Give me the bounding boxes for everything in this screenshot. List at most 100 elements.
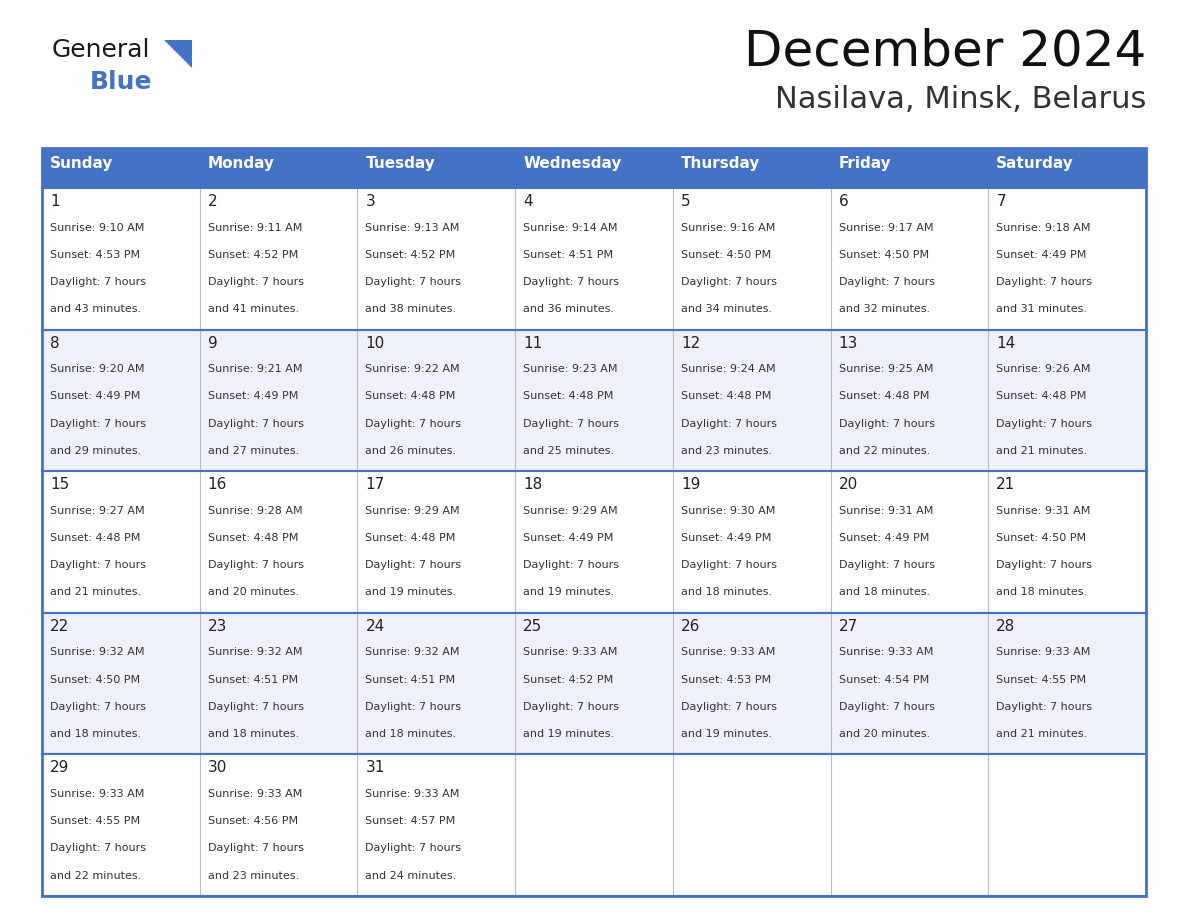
Text: 3: 3 bbox=[366, 194, 375, 209]
Text: and 23 minutes.: and 23 minutes. bbox=[681, 446, 772, 456]
Text: 10: 10 bbox=[366, 336, 385, 351]
Bar bbox=[42, 471, 200, 613]
Text: and 23 minutes.: and 23 minutes. bbox=[208, 870, 299, 880]
Text: Sunrise: 9:25 AM: Sunrise: 9:25 AM bbox=[839, 364, 933, 375]
Text: Sunset: 4:55 PM: Sunset: 4:55 PM bbox=[997, 675, 1086, 685]
Text: Sunset: 4:49 PM: Sunset: 4:49 PM bbox=[839, 533, 929, 543]
Text: 20: 20 bbox=[839, 477, 858, 492]
Polygon shape bbox=[164, 40, 192, 68]
Text: Sunday: Sunday bbox=[50, 156, 113, 171]
Text: 30: 30 bbox=[208, 760, 227, 776]
Text: 19: 19 bbox=[681, 477, 700, 492]
Text: Sunset: 4:55 PM: Sunset: 4:55 PM bbox=[50, 816, 140, 826]
Text: and 38 minutes.: and 38 minutes. bbox=[366, 304, 456, 314]
Text: Daylight: 7 hours: Daylight: 7 hours bbox=[366, 277, 461, 287]
Text: 11: 11 bbox=[523, 336, 543, 351]
Text: Daylight: 7 hours: Daylight: 7 hours bbox=[681, 419, 777, 429]
Text: and 19 minutes.: and 19 minutes. bbox=[366, 588, 456, 598]
Bar bbox=[516, 471, 672, 613]
Text: Sunset: 4:49 PM: Sunset: 4:49 PM bbox=[50, 391, 140, 401]
Text: Daylight: 7 hours: Daylight: 7 hours bbox=[523, 702, 619, 711]
Bar bbox=[830, 330, 988, 471]
Text: Sunset: 4:52 PM: Sunset: 4:52 PM bbox=[523, 675, 613, 685]
Text: and 21 minutes.: and 21 minutes. bbox=[997, 729, 1087, 739]
Text: and 18 minutes.: and 18 minutes. bbox=[997, 588, 1087, 598]
Text: Sunset: 4:50 PM: Sunset: 4:50 PM bbox=[839, 250, 929, 260]
Text: 16: 16 bbox=[208, 477, 227, 492]
Text: 31: 31 bbox=[366, 760, 385, 776]
Text: and 18 minutes.: and 18 minutes. bbox=[839, 588, 930, 598]
Text: 9: 9 bbox=[208, 336, 217, 351]
Bar bbox=[672, 613, 830, 755]
Bar bbox=[830, 613, 988, 755]
Text: Sunrise: 9:29 AM: Sunrise: 9:29 AM bbox=[366, 506, 460, 516]
Bar bbox=[358, 330, 516, 471]
Text: Sunset: 4:51 PM: Sunset: 4:51 PM bbox=[366, 675, 455, 685]
Bar bbox=[672, 148, 830, 188]
Text: Daylight: 7 hours: Daylight: 7 hours bbox=[208, 702, 304, 711]
Text: Blue: Blue bbox=[90, 70, 152, 94]
Text: 27: 27 bbox=[839, 619, 858, 633]
Text: and 32 minutes.: and 32 minutes. bbox=[839, 304, 930, 314]
Text: 18: 18 bbox=[523, 477, 543, 492]
Text: Sunrise: 9:30 AM: Sunrise: 9:30 AM bbox=[681, 506, 776, 516]
Text: 8: 8 bbox=[50, 336, 59, 351]
Text: Sunset: 4:49 PM: Sunset: 4:49 PM bbox=[523, 533, 613, 543]
Text: and 21 minutes.: and 21 minutes. bbox=[50, 588, 141, 598]
Text: Sunrise: 9:20 AM: Sunrise: 9:20 AM bbox=[50, 364, 145, 375]
Text: 21: 21 bbox=[997, 477, 1016, 492]
Text: Sunset: 4:53 PM: Sunset: 4:53 PM bbox=[50, 250, 140, 260]
Bar bbox=[358, 471, 516, 613]
Text: Sunrise: 9:32 AM: Sunrise: 9:32 AM bbox=[208, 647, 302, 657]
Text: 24: 24 bbox=[366, 619, 385, 633]
Text: and 20 minutes.: and 20 minutes. bbox=[208, 588, 299, 598]
Text: 14: 14 bbox=[997, 336, 1016, 351]
Text: Daylight: 7 hours: Daylight: 7 hours bbox=[366, 560, 461, 570]
Bar bbox=[42, 148, 1146, 896]
Text: Sunset: 4:54 PM: Sunset: 4:54 PM bbox=[839, 675, 929, 685]
Bar bbox=[516, 330, 672, 471]
Text: and 19 minutes.: and 19 minutes. bbox=[681, 729, 772, 739]
Text: Daylight: 7 hours: Daylight: 7 hours bbox=[839, 277, 935, 287]
Text: and 36 minutes.: and 36 minutes. bbox=[523, 304, 614, 314]
Text: Sunset: 4:57 PM: Sunset: 4:57 PM bbox=[366, 816, 456, 826]
Text: Sunrise: 9:14 AM: Sunrise: 9:14 AM bbox=[523, 222, 618, 232]
Text: and 29 minutes.: and 29 minutes. bbox=[50, 446, 141, 456]
Bar bbox=[672, 471, 830, 613]
Text: Daylight: 7 hours: Daylight: 7 hours bbox=[839, 560, 935, 570]
Bar bbox=[830, 471, 988, 613]
Text: Sunrise: 9:18 AM: Sunrise: 9:18 AM bbox=[997, 222, 1091, 232]
Text: and 41 minutes.: and 41 minutes. bbox=[208, 304, 299, 314]
Text: Sunrise: 9:23 AM: Sunrise: 9:23 AM bbox=[523, 364, 618, 375]
Bar bbox=[358, 188, 516, 330]
Text: Sunset: 4:52 PM: Sunset: 4:52 PM bbox=[366, 250, 456, 260]
Text: Sunrise: 9:26 AM: Sunrise: 9:26 AM bbox=[997, 364, 1091, 375]
Text: Daylight: 7 hours: Daylight: 7 hours bbox=[997, 702, 1092, 711]
Text: Sunrise: 9:33 AM: Sunrise: 9:33 AM bbox=[50, 789, 145, 799]
Text: General: General bbox=[52, 38, 151, 62]
Bar bbox=[988, 148, 1146, 188]
Bar bbox=[988, 330, 1146, 471]
Text: 23: 23 bbox=[208, 619, 227, 633]
Bar bbox=[516, 755, 672, 896]
Text: Sunset: 4:48 PM: Sunset: 4:48 PM bbox=[208, 533, 298, 543]
Text: Sunrise: 9:16 AM: Sunrise: 9:16 AM bbox=[681, 222, 776, 232]
Bar bbox=[200, 148, 358, 188]
Text: Sunset: 4:50 PM: Sunset: 4:50 PM bbox=[681, 250, 771, 260]
Text: Daylight: 7 hours: Daylight: 7 hours bbox=[50, 277, 146, 287]
Text: Sunrise: 9:33 AM: Sunrise: 9:33 AM bbox=[997, 647, 1091, 657]
Text: Monday: Monday bbox=[208, 156, 274, 171]
Text: 7: 7 bbox=[997, 194, 1006, 209]
Text: Sunrise: 9:31 AM: Sunrise: 9:31 AM bbox=[839, 506, 933, 516]
Text: and 18 minutes.: and 18 minutes. bbox=[208, 729, 299, 739]
Text: Daylight: 7 hours: Daylight: 7 hours bbox=[523, 560, 619, 570]
Text: 5: 5 bbox=[681, 194, 690, 209]
Bar bbox=[988, 471, 1146, 613]
Bar bbox=[200, 613, 358, 755]
Text: and 18 minutes.: and 18 minutes. bbox=[366, 729, 456, 739]
Text: 2: 2 bbox=[208, 194, 217, 209]
Bar bbox=[516, 613, 672, 755]
Text: Daylight: 7 hours: Daylight: 7 hours bbox=[366, 702, 461, 711]
Text: and 43 minutes.: and 43 minutes. bbox=[50, 304, 141, 314]
Bar bbox=[42, 755, 200, 896]
